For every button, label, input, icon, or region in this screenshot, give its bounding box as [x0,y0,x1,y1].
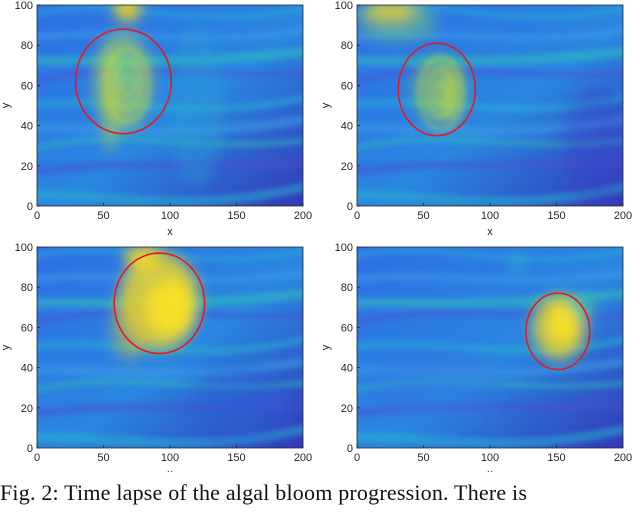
heatmap-svg: 0 50 100 150 200 0 20 40 60 80 100 x y [0,242,312,480]
y-tick-label: 20 [341,161,353,173]
y-tick-label: 40 [21,121,33,133]
heatmap-field [357,5,623,206]
x-axis-label: x [487,226,493,238]
y-tick-label: 100 [15,242,33,254]
y-axis-label: y [0,344,12,350]
y-tick-label: 80 [21,40,33,52]
heatmap-field [37,247,303,448]
y-tick-label: 0 [347,443,353,455]
figure-caption: Fig. 2: Time lapse of the algal bloom pr… [0,480,528,505]
heatmap-panel-top-left: 0 50 100 150 200 0 20 40 60 80 100 x y [0,0,320,242]
x-tick-label: 200 [294,452,312,464]
x-tick-label: 50 [97,452,109,464]
y-tick-label: 80 [21,282,33,294]
y-tick-label: 40 [341,363,353,375]
highlight-circle [113,252,206,355]
y-axis-label: y [320,344,332,350]
y-tick-label: 80 [341,40,353,52]
x-tick-label: 150 [547,210,565,222]
x-tick-label: 150 [227,210,245,222]
y-tick-label: 0 [27,443,33,455]
x-tick-label: 100 [481,452,499,464]
x-tick-label: 50 [417,210,429,222]
highlight-circle [397,42,477,137]
heatmap-panel-top-right: 0 50 100 150 200 0 20 40 60 80 100 x y [320,0,640,242]
x-tick-label: 0 [354,452,360,464]
y-tick-label: 40 [21,363,33,375]
y-tick-label: 100 [335,242,353,254]
y-tick-label: 0 [27,201,33,213]
heatmap-panel-bottom-right: 0 50 100 150 200 0 20 40 60 80 100 x y [320,242,640,480]
y-tick-label: 20 [21,403,33,415]
y-tick-label: 60 [21,322,33,334]
x-tick-label: 100 [161,210,179,222]
x-tick-label: 50 [97,210,109,222]
y-tick-label: 100 [335,0,353,12]
y-tick-label: 40 [341,121,353,133]
x-tick-label: 200 [614,452,632,464]
heatmap-panel-bottom-left: 0 50 100 150 200 0 20 40 60 80 100 x y [0,242,320,480]
x-tick-label: 150 [547,452,565,464]
y-tick-label: 60 [341,80,353,92]
x-tick-label: 0 [34,452,40,464]
x-axis-label: x [487,468,493,472]
heatmap-field [37,5,303,206]
highlight-circle [74,28,173,135]
y-tick-label: 100 [15,0,33,12]
x-tick-label: 100 [161,452,179,464]
heatmap-svg: 0 50 100 150 200 0 20 40 60 80 100 x y [0,0,312,238]
heatmap-svg: 0 50 100 150 200 0 20 40 60 80 100 x y [320,0,632,238]
x-axis-label: x [167,468,173,472]
x-tick-label: 0 [34,210,40,222]
highlight-circle [525,292,591,371]
y-tick-label: 20 [21,161,33,173]
x-tick-label: 0 [354,210,360,222]
heatmap-svg: 0 50 100 150 200 0 20 40 60 80 100 x y [320,242,632,480]
y-tick-label: 80 [341,282,353,294]
y-tick-label: 0 [347,201,353,213]
x-tick-label: 200 [294,210,312,222]
x-tick-label: 50 [417,452,429,464]
y-axis-label: y [0,102,12,108]
x-axis-label: x [167,226,173,238]
x-tick-label: 200 [614,210,632,222]
y-tick-label: 20 [341,403,353,415]
y-tick-label: 60 [341,322,353,334]
y-axis-label: y [320,102,332,108]
x-tick-label: 150 [227,452,245,464]
x-tick-label: 100 [481,210,499,222]
y-tick-label: 60 [21,80,33,92]
heatmap-field [357,247,623,448]
